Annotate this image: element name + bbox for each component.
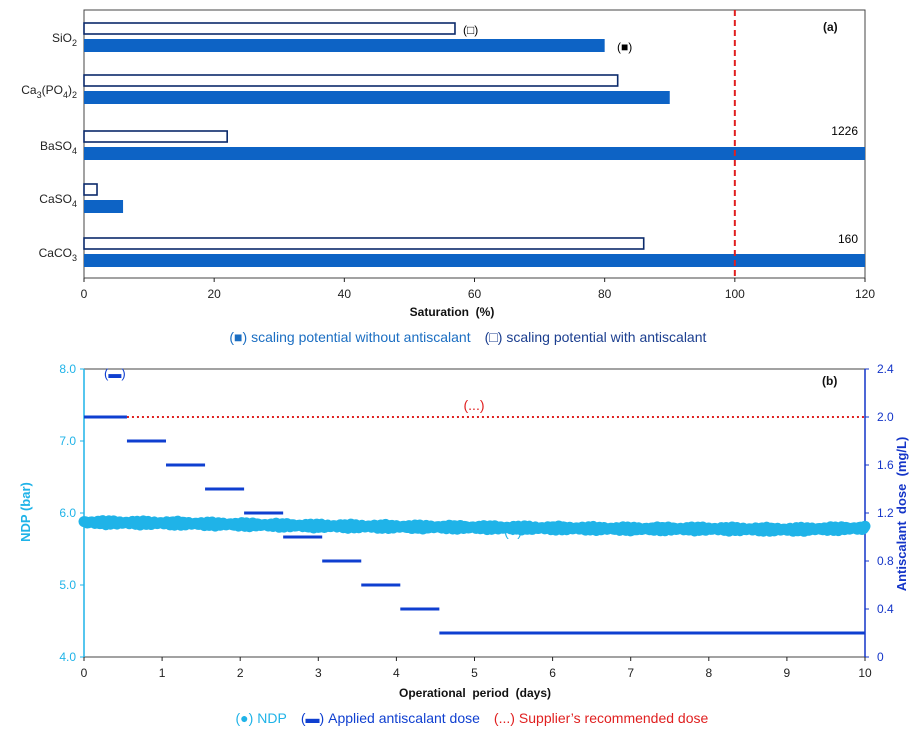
panel-b-ndp-chart: 4.0 5.0 6.0 7.0 8.0 0 0.4 0.8 1.2 1.6 2.0 2.4 0 1 2 3…: [18, 362, 909, 726]
panel-a-category-labels: SiO2 Ca3(PO4)2 BaSO4 CaSO4 CaCO3: [21, 31, 77, 263]
x-tick-label: 3: [315, 666, 322, 680]
x-tick-label: 9: [784, 666, 791, 680]
panel-a-scaling-chart: SiO2 Ca3(PO4)2 BaSO4 CaSO4 CaCO3 0 20 40 60 80 10…: [21, 9, 875, 345]
marker-label-recommended: (...): [464, 397, 485, 413]
marker-label-solid-bar: (■): [617, 40, 632, 54]
legend-solid-bar-text: scaling potential without antiscalant: [251, 329, 471, 345]
panel-b-right-tick-labels: 0 0.4 0.8 1.2 1.6 2.0 2.4: [865, 362, 894, 664]
legend-dose-marker: (▬): [301, 710, 324, 726]
x-tick-label: 40: [338, 287, 352, 301]
panel-b-legend: (●) NDP (▬) Applied antiscalant dose (...) Su…: [208, 710, 728, 726]
x-tick-label: 20: [207, 287, 221, 301]
panel-b-label: (b): [822, 374, 837, 388]
bar-without-antiscalant: [84, 147, 865, 160]
bar-without-antiscalant: [84, 91, 670, 104]
panel-b-x-axis-title: Operational period (days): [399, 686, 551, 700]
panel-b-left-tick-labels: 4.0 5.0 6.0 7.0 8.0: [59, 362, 84, 664]
bar-with-antiscalant: [83, 183, 98, 196]
marker-label-dose: (▬): [104, 366, 126, 381]
overflow-label-baso4: 1226: [831, 124, 858, 138]
applied-dose-steps: [84, 415, 865, 635]
panel-b-x-tick-labels: 0 1 2 3 4 5 6 7 8 9 10: [81, 657, 872, 680]
x-tick-label: 8: [705, 666, 712, 680]
right-tick-label: 0.8: [877, 554, 894, 568]
legend-open-bar-text: scaling potential with antiscalant: [506, 329, 706, 345]
bar-without-antiscalant: [84, 39, 605, 52]
panel-a-bars: [83, 22, 865, 267]
panel-b-left-axis-title: NDP (bar): [18, 482, 33, 542]
right-tick-label: 1.6: [877, 458, 894, 472]
left-tick-label: 4.0: [59, 650, 76, 664]
bar-with-antiscalant: [83, 237, 645, 250]
legend-dose-text: Applied antiscalant dose: [328, 710, 480, 726]
ndp-series-line: [78, 515, 871, 537]
right-tick-label: 1.2: [877, 506, 894, 520]
legend-rec-marker: (...): [494, 710, 515, 726]
category-label: CaCO3: [39, 246, 77, 263]
panel-a-label: (a): [823, 20, 838, 34]
x-tick-label: 0: [81, 287, 88, 301]
category-label: SiO2: [52, 31, 77, 48]
x-tick-label: 100: [725, 287, 745, 301]
x-tick-label: 1: [159, 666, 166, 680]
legend-open-bar-marker: (□): [485, 329, 503, 345]
right-tick-label: 0: [877, 650, 884, 664]
bar-with-antiscalant: [83, 22, 456, 35]
right-tick-label: 2.0: [877, 410, 894, 424]
x-tick-label: 4: [393, 666, 400, 680]
category-label: BaSO4: [40, 139, 77, 156]
x-tick-label: 6: [549, 666, 556, 680]
x-tick-label: 80: [598, 287, 612, 301]
overflow-label-caco3: 160: [838, 232, 858, 246]
marker-label-open-bar: (□): [463, 23, 478, 37]
x-tick-label: 10: [858, 666, 872, 680]
left-tick-label: 6.0: [59, 506, 76, 520]
x-tick-label: 2: [237, 666, 244, 680]
left-tick-label: 7.0: [59, 434, 76, 448]
panel-a-legend: (■) scaling potential without antiscalant…: [202, 329, 726, 345]
legend-ndp-marker: (●): [235, 710, 253, 726]
left-tick-label: 8.0: [59, 362, 76, 376]
x-tick-label: 5: [471, 666, 478, 680]
x-tick-label: 7: [627, 666, 634, 680]
legend-solid-bar-marker: (■): [229, 329, 247, 345]
x-tick-label: 0: [81, 666, 88, 680]
marker-label-ndp: (●): [504, 523, 522, 539]
panel-b-right-axis-title: Antiscalant dose (mg/L): [894, 437, 909, 592]
legend-ndp-text: NDP: [257, 710, 287, 726]
right-tick-label: 2.4: [877, 362, 894, 376]
x-tick-label: 120: [855, 287, 875, 301]
right-tick-label: 0.4: [877, 602, 894, 616]
bar-with-antiscalant: [83, 74, 619, 87]
bar-without-antiscalant: [84, 200, 124, 213]
panel-a-x-tick-labels: 0 20 40 60 80 100 120: [81, 278, 875, 301]
x-tick-label: 60: [468, 287, 482, 301]
legend-rec-text: Supplier’s recommended dose: [519, 710, 709, 726]
panel-a-x-axis-title: Saturation (%): [410, 305, 495, 319]
left-tick-label: 5.0: [59, 578, 76, 592]
bar-with-antiscalant: [83, 130, 228, 143]
bar-without-antiscalant: [84, 254, 865, 267]
category-label: Ca3(PO4)2: [21, 83, 77, 100]
category-label: CaSO4: [39, 192, 77, 209]
